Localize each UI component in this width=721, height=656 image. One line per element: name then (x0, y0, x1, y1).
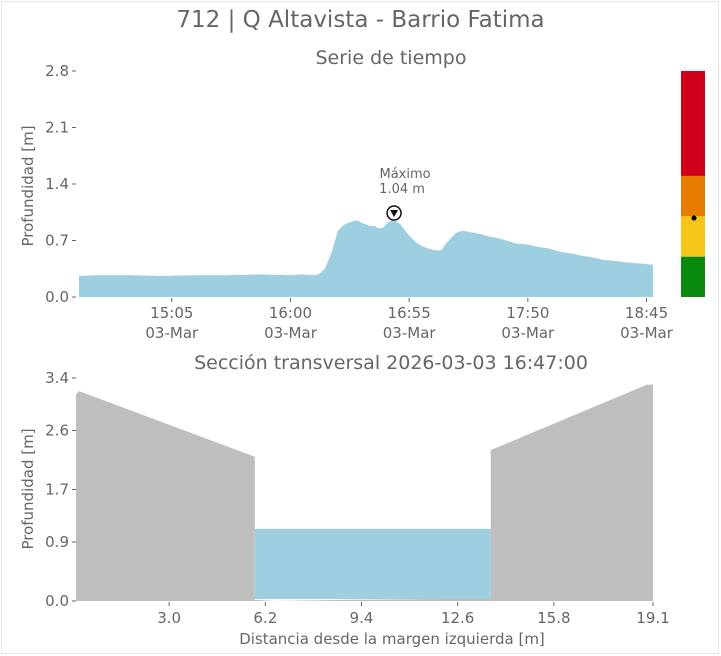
xtick-label-date: 03-Mar (145, 324, 199, 342)
cross-section-chart: Sección transversal 2026-03-03 16:47:00 … (19, 352, 670, 648)
cross-section-xlabel: Distancia desde la margen izquierda [m] (239, 630, 545, 648)
page-title: 712 | Q Altavista - Barrio Fatima (176, 7, 545, 33)
ytick-label: 3.4 (45, 369, 69, 387)
cross-section-xticks: 3.0 6.2 9.4 12.6 15.8 19.1 (157, 602, 670, 627)
alert-current-indicator (691, 215, 697, 221)
xtick-label-time: 16:55 (388, 304, 431, 322)
max-annotation-value: 1.04 m (379, 182, 425, 197)
cross-section-yticks: 0.0 0.9 1.7 2.6 3.4 (45, 369, 76, 610)
xtick-label-time: 16:00 (269, 304, 312, 322)
time-series-ylabel: Profundidad [m] (19, 125, 37, 246)
alert-level-red (681, 71, 705, 176)
ytick-label: 0.9 (45, 533, 69, 551)
ytick-label: 0.0 (45, 288, 69, 306)
max-annotation-label: Máximo (379, 167, 430, 182)
xtick-label: 19.1 (636, 609, 669, 627)
xtick-label-date: 03-Mar (383, 324, 437, 342)
xtick-label: 15.8 (537, 609, 570, 627)
xtick-label-date: 03-Mar (620, 324, 674, 342)
terrain-area (76, 384, 653, 601)
xtick-label-date: 03-Mar (501, 324, 555, 342)
ytick-label: 0.7 (45, 232, 69, 250)
max-marker-icon (386, 205, 402, 221)
cross-section-title: Sección transversal 2026-03-03 16:47:00 (194, 352, 588, 374)
time-series-xticks: 15:05 03-Mar 16:00 03-Mar 16:55 03-Mar 17:50 03… (145, 298, 674, 342)
xtick-label: 9.4 (350, 609, 374, 627)
ytick-label: 1.4 (45, 175, 69, 193)
time-series-chart: Serie de tiempo Profundidad [m] 0.0 0.7 1.… (19, 47, 674, 342)
xtick-label: 6.2 (253, 609, 277, 627)
ytick-label: 2.6 (45, 421, 69, 439)
water-area (254, 528, 491, 600)
time-series-area (79, 220, 653, 297)
xtick-label-time: 15:05 (150, 304, 193, 322)
ytick-label: 2.1 (45, 119, 69, 137)
xtick-label: 12.6 (441, 609, 474, 627)
ytick-label: 0.0 (45, 592, 69, 610)
alert-level-bar (681, 71, 705, 297)
ytick-label: 2.8 (45, 62, 69, 80)
xtick-label-time: 18:45 (625, 304, 668, 322)
cross-section-ylabel: Profundidad [m] (19, 428, 37, 549)
xtick-label-time: 17:50 (506, 304, 549, 322)
ytick-label: 1.7 (45, 481, 69, 499)
alert-level-green (681, 256, 705, 297)
alert-level-yellow (681, 216, 705, 257)
time-series-title: Serie de tiempo (316, 47, 467, 69)
time-series-yticks: 0.0 0.7 1.4 2.1 2.8 (45, 62, 76, 306)
alert-level-orange (681, 175, 705, 217)
xtick-label: 3.0 (157, 609, 181, 627)
xtick-label-date: 03-Mar (264, 324, 318, 342)
